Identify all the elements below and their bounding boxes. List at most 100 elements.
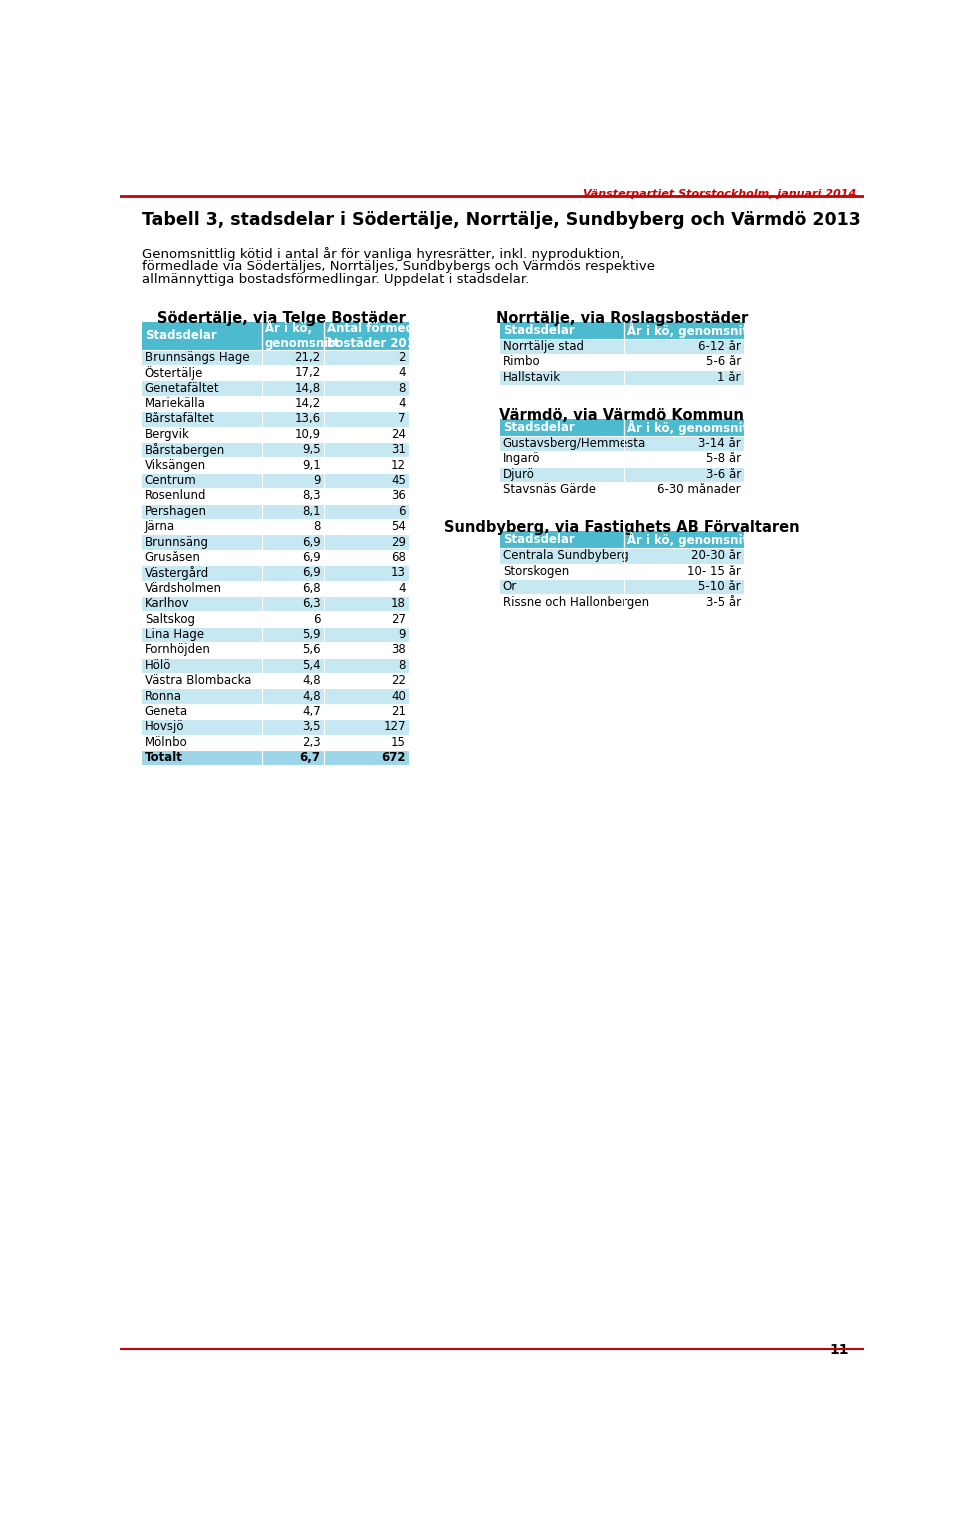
Text: Stavsnäs Gärde: Stavsnäs Gärde [503,483,596,497]
Text: 4,7: 4,7 [302,705,321,717]
Text: Bårstabergen: Bårstabergen [145,443,225,457]
Text: 27: 27 [391,613,406,625]
Text: 8: 8 [398,382,406,394]
Text: Stadsdelar: Stadsdelar [145,330,217,342]
Text: 11: 11 [829,1343,849,1357]
Text: 6,8: 6,8 [302,581,321,595]
Text: 4: 4 [398,581,406,595]
Text: Genomsnittlig kötid i antal år för vanliga hyresrätter, inkl. nyproduktion,: Genomsnittlig kötid i antal år för vanli… [142,247,624,261]
Text: Ingarö: Ingarö [503,452,540,466]
Bar [142,627,409,642]
Text: 7: 7 [398,412,406,425]
Text: 3-14 år: 3-14 år [698,437,741,451]
Text: 20-30 år: 20-30 år [691,549,741,563]
Text: 38: 38 [392,644,406,656]
Bar [500,595,744,610]
Text: 8,1: 8,1 [302,504,321,518]
Text: 5,9: 5,9 [302,629,321,641]
Text: 10,9: 10,9 [295,428,321,440]
Bar [142,734,409,750]
Text: allmännyttiga bostadsförmedlingar. Uppdelat i stadsdelar.: allmännyttiga bostadsförmedlingar. Uppde… [142,273,529,287]
Text: 6,9: 6,9 [302,535,321,549]
Bar [142,704,409,719]
Bar [500,481,744,497]
Bar [142,350,409,365]
Text: Saltskog: Saltskog [145,613,195,625]
Text: Lina Hage: Lina Hage [145,629,204,641]
Text: Fornhöjden: Fornhöjden [145,644,210,656]
Bar [142,322,409,350]
Bar [142,518,409,535]
Bar [142,596,409,612]
Text: År i kö, genomsnitt: År i kö, genomsnitt [627,420,754,435]
Bar [142,688,409,704]
Text: Bergvik: Bergvik [145,428,190,440]
Text: 2,3: 2,3 [302,736,321,748]
Bar [142,550,409,566]
Text: 15: 15 [391,736,406,748]
Text: Gustavsberg/Hemmesta: Gustavsberg/Hemmesta [503,437,646,451]
Text: 3,5: 3,5 [302,721,321,733]
Text: Vänsterpartiet Storstockholm, januari 2014: Vänsterpartiet Storstockholm, januari 20… [583,189,856,199]
Text: 6-30 månader: 6-30 månader [658,483,741,497]
Text: 5-6 år: 5-6 år [706,356,741,368]
Text: 4: 4 [398,366,406,379]
Text: Värmdö, via Värmdö Kommun: Värmdö, via Värmdö Kommun [499,408,744,423]
Text: Mölnbo: Mölnbo [145,736,187,748]
Bar [500,564,744,579]
Text: 2: 2 [398,351,406,363]
Text: Norrtälje, via Roslagsbostäder: Norrtälje, via Roslagsbostäder [495,311,748,327]
Text: 68: 68 [391,550,406,564]
Text: Rissne och Hallonbergen: Rissne och Hallonbergen [503,595,649,609]
Text: 1 år: 1 år [717,371,741,383]
Text: Ör: Ör [503,579,517,593]
Text: 6: 6 [313,613,321,625]
Text: 13: 13 [391,566,406,579]
Text: Västra Blombacka: Västra Blombacka [145,675,252,687]
Bar [142,365,409,380]
Text: 40: 40 [391,690,406,702]
Bar [142,426,409,442]
Text: 45: 45 [391,474,406,487]
Text: 24: 24 [391,428,406,440]
Text: Genetafältet: Genetafältet [145,382,220,394]
Text: 54: 54 [391,520,406,533]
Text: 6,9: 6,9 [302,550,321,564]
Text: Karlhov: Karlhov [145,598,189,610]
Text: 6: 6 [398,504,406,518]
Text: 4,8: 4,8 [302,690,321,702]
Text: Totalt: Totalt [145,751,182,763]
Text: 127: 127 [383,721,406,733]
Bar [500,466,744,481]
Text: 9,1: 9,1 [302,458,321,472]
Bar [500,369,744,385]
Text: Värdsholmen: Värdsholmen [145,581,222,595]
Text: Djurö: Djurö [503,468,535,481]
Bar [142,472,409,487]
Text: Stadsdelar: Stadsdelar [503,533,575,546]
Text: 9,5: 9,5 [302,443,321,457]
Bar [142,442,409,457]
Bar [142,503,409,518]
Text: År i kö, genomsnitt: År i kö, genomsnitt [627,532,754,547]
Text: Centrum: Centrum [145,474,197,487]
Bar [142,380,409,396]
Text: 21,2: 21,2 [295,351,321,363]
Text: Mariekälla: Mariekälla [145,397,205,409]
Text: Brunnsängs Hage: Brunnsängs Hage [145,351,250,363]
Text: förmedlade via Södertäljes, Norrtäljes, Sundbybergs och Värmdös respektive: förmedlade via Södertäljes, Norrtäljes, … [142,261,655,273]
Text: 8,3: 8,3 [302,489,321,503]
Bar [142,535,409,550]
Text: Västergård: Västergård [145,566,209,579]
Text: Viksängen: Viksängen [145,458,206,472]
Text: Sundbyberg, via Fastighets AB Förvaltaren: Sundbyberg, via Fastighets AB Förvaltare… [444,520,800,535]
Text: 36: 36 [391,489,406,503]
Text: Rimbo: Rimbo [503,356,540,368]
Bar [500,354,744,369]
Text: 8: 8 [398,659,406,671]
Text: 18: 18 [391,598,406,610]
Bar [500,435,744,451]
Text: 5,6: 5,6 [302,644,321,656]
Bar [142,457,409,472]
Bar [142,673,409,688]
